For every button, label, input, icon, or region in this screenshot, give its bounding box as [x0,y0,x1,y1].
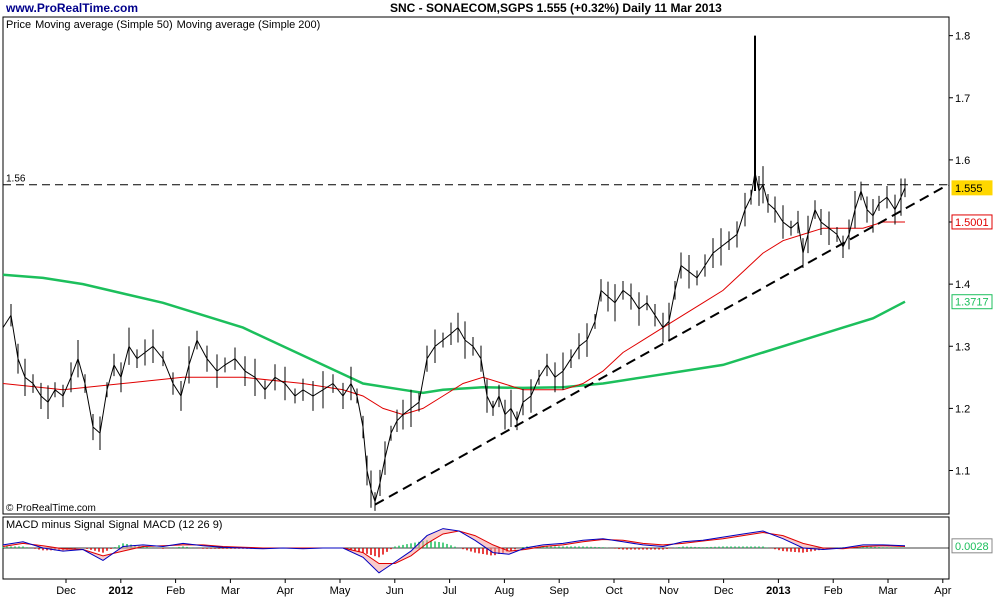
y-tick-label: 1.7 [955,93,970,105]
resistance-label: 1.56 [6,174,26,185]
x-tick-label: Apr [934,585,951,597]
x-tick-label: Feb [166,585,185,597]
price-line [2,172,906,504]
value-badge-text-ma200: 1.3717 [955,297,989,309]
x-tick-label: Aug [495,585,515,597]
y-tick-label: 1.2 [955,403,970,415]
ma200-line [2,273,906,395]
value-badge-text-current: 1.555 [955,183,983,195]
value-badge-ma50 [951,214,993,230]
macd-signal-fill [3,528,905,573]
x-tick-label: May [330,585,351,597]
y-tick-label: 1.4 [955,279,970,291]
y-tick-label: 1.5 [955,217,970,229]
legend-macd: MACD (12 26 9) [143,519,223,531]
x-tick-label: Feb [824,585,843,597]
x-tick-label: Oct [605,585,622,597]
x-tick-label: 2013 [766,585,790,597]
value-badge-text-macd: 0.0028 [955,541,989,553]
y-tick-label: 1.6 [955,155,970,167]
y-tick-label: 1.8 [955,31,970,43]
signal-line [2,530,906,564]
value-badge-text-ma50: 1.5001 [955,217,989,229]
x-tick-label: Nov [659,585,679,597]
y-tick-label: 1.1 [955,466,970,478]
price-legend: Price Moving average (Simple 50) Moving av… [6,19,324,31]
legend-ma200: Moving average (Simple 200) [176,19,321,31]
x-tick-label: Apr [277,585,294,597]
legend-macd-hist: MACD minus Signal [6,519,105,531]
copyright: © ProRealTime.com [6,503,96,514]
ma50-line [2,221,905,416]
value-badge-current [951,180,993,196]
support-trendline [374,183,949,506]
site-title[interactable]: www.ProRealTime.com [6,1,139,15]
x-tick-label: Sep [549,585,569,597]
chart-title: SNC - SONAECOM,SGPS 1.555 (+0.32%) Daily… [390,1,722,15]
x-tick-label: Mar [879,585,898,597]
macd-line [2,528,906,574]
macd-legend: MACD minus Signal Signal MACD (12 26 9) [6,519,226,531]
value-badge-macd [951,538,993,554]
x-tick-label: Dec [714,585,734,597]
x-tick-label: Jun [386,585,404,597]
x-tick-label: Jul [443,585,457,597]
value-badge-ma200 [951,294,993,310]
legend-signal: Signal [108,519,139,531]
x-tick-label: 2012 [109,585,133,597]
legend-price: Price [6,19,32,31]
x-tick-label: Mar [221,585,240,597]
y-tick-label: 1.3 [955,341,970,353]
price-panel-frame [2,16,950,515]
x-tick-label: Dec [56,585,76,597]
legend-ma50: Moving average (Simple 50) [35,19,173,31]
